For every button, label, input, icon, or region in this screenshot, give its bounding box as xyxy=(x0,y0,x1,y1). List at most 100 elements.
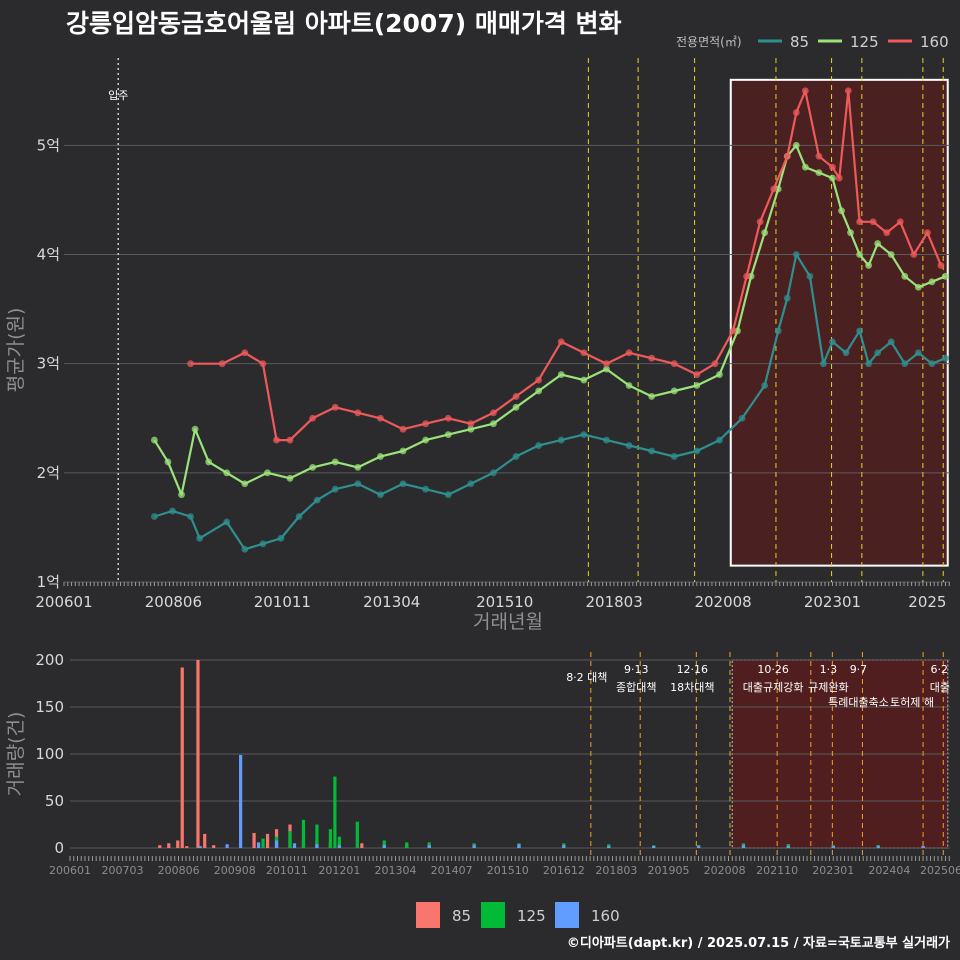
series-point-160 xyxy=(729,327,737,335)
bottom-x-tick-label-15: 202404 xyxy=(868,864,910,877)
series-point-85 xyxy=(169,507,176,515)
volume-bar-125 xyxy=(405,842,409,848)
bottom-x-tick-label-14: 202301 xyxy=(812,864,854,877)
bottom-legend-swatch-85 xyxy=(416,902,440,928)
y-tick-label-3: 4억 xyxy=(37,246,60,264)
volume-bar-125 xyxy=(333,776,337,848)
bottom-y-tick-label-1: 50 xyxy=(45,792,64,810)
series-point-160 xyxy=(711,360,719,368)
series-point-125 xyxy=(205,458,213,466)
series-point-125 xyxy=(648,393,656,400)
policy-label-name-6: 토허제 해 xyxy=(890,695,934,709)
policy-label-name-1: 종합대책 xyxy=(616,681,656,694)
series-point-85 xyxy=(187,513,194,520)
volume-bar-85 xyxy=(360,843,364,848)
series-point-125 xyxy=(580,376,588,384)
series-point-160 xyxy=(444,414,452,422)
series-point-160 xyxy=(856,218,863,226)
series-point-125 xyxy=(874,240,882,247)
policy-label-name-5: 특례대출축소 xyxy=(828,696,889,709)
volume-bar-160 xyxy=(741,845,746,848)
bottom-x-tick-label-11: 201905 xyxy=(647,864,689,877)
volume-bar-160 xyxy=(337,845,341,848)
volume-bar-160 xyxy=(652,846,656,848)
volume-bar-85 xyxy=(176,840,180,848)
series-point-160 xyxy=(377,414,384,422)
bottom-legend-label-85: 85 xyxy=(452,907,471,925)
series-point-160 xyxy=(241,349,249,357)
series-point-85 xyxy=(928,360,936,368)
series-point-160 xyxy=(625,349,633,357)
volume-bar-160 xyxy=(427,845,431,848)
x-tick-label-2: 201011 xyxy=(254,593,311,611)
series-point-125 xyxy=(377,453,384,460)
chart-title: 강릉입암동금호어울림 아파트(2007) 매매가격 변화 xyxy=(66,9,622,38)
bottom-x-tick-label-13: 202110 xyxy=(756,864,798,877)
price-chart: 1억 2억 3억 4억 5억 200601 200806 201011 201304 201510… xyxy=(35,58,950,611)
series-point-160 xyxy=(512,393,520,400)
policy-label-date-5: 9·7 xyxy=(850,663,868,676)
series-point-160 xyxy=(490,409,497,417)
series-point-85 xyxy=(865,360,873,368)
series-point-160 xyxy=(693,371,701,378)
x-tick-label-5: 201803 xyxy=(586,593,643,611)
bottom-x-tick-label-1: 200703 xyxy=(102,864,144,877)
series-point-85 xyxy=(444,491,452,499)
top-y-axis-title: 평균가(원) xyxy=(5,308,27,393)
series-point-85 xyxy=(399,480,407,488)
policy-label-date-1: 9·13 xyxy=(624,663,649,676)
series-point-125 xyxy=(490,420,497,428)
bottom-legend: 85 125 160 xyxy=(416,902,620,928)
x-tick-label-7: 202301 xyxy=(804,593,861,611)
series-point-85 xyxy=(670,453,678,460)
series-point-85 xyxy=(331,485,339,493)
bottom-x-tick-label-6: 201304 xyxy=(375,864,417,877)
volume-bar-160 xyxy=(607,846,611,848)
policy-label-date-2: 12·16 xyxy=(677,663,709,676)
bottom-x-tick-label-2: 200806 xyxy=(158,864,200,877)
series-point-125 xyxy=(331,458,339,466)
volume-bar-160 xyxy=(292,843,297,848)
series-point-85 xyxy=(874,349,882,357)
volume-bar-85 xyxy=(265,833,270,848)
x-tick-label-1: 200806 xyxy=(145,593,202,611)
y-tick-label-1: 2억 xyxy=(37,464,60,482)
series-point-85 xyxy=(313,496,321,504)
volume-bar-160 xyxy=(696,846,701,848)
series-point-125 xyxy=(887,251,895,258)
series-point-125 xyxy=(557,371,565,378)
series-point-125 xyxy=(792,141,800,149)
series-point-85 xyxy=(829,338,836,346)
volume-bar-160 xyxy=(225,844,229,848)
series-point-125 xyxy=(856,251,863,258)
volume-bar-125 xyxy=(261,838,265,848)
series-point-160 xyxy=(670,360,678,368)
series-point-160 xyxy=(923,229,931,237)
x-tick-label-6: 202008 xyxy=(694,593,751,611)
bottom-legend-swatch-125 xyxy=(481,902,505,928)
series-point-85 xyxy=(914,349,922,357)
volume-bar-85 xyxy=(196,660,200,848)
bottom-y-axis-title: 거래량(건) xyxy=(5,712,27,797)
series-point-125 xyxy=(444,431,452,439)
volume-bar-160 xyxy=(315,844,319,848)
series-point-160 xyxy=(835,174,843,182)
series-point-160 xyxy=(580,349,588,357)
series-point-125 xyxy=(693,382,701,389)
volume-bar-125 xyxy=(328,829,333,848)
policy-label-date-7: 6·2 xyxy=(931,663,949,676)
series-point-85 xyxy=(842,349,850,357)
series-point-85 xyxy=(196,534,204,542)
volume-bar-160 xyxy=(274,840,279,848)
series-point-85 xyxy=(738,414,746,422)
volume-bar-125 xyxy=(382,840,386,848)
series-point-125 xyxy=(625,382,633,389)
series-point-160 xyxy=(801,87,809,95)
bottom-x-tick-label-4: 201011 xyxy=(266,864,308,877)
bottom-y-tick-label-0: 0 xyxy=(54,839,64,857)
series-point-160 xyxy=(187,360,194,368)
series-point-125 xyxy=(264,469,271,477)
series-point-125 xyxy=(241,480,249,488)
series-point-160 xyxy=(218,360,226,368)
volume-bar-160 xyxy=(831,846,835,848)
